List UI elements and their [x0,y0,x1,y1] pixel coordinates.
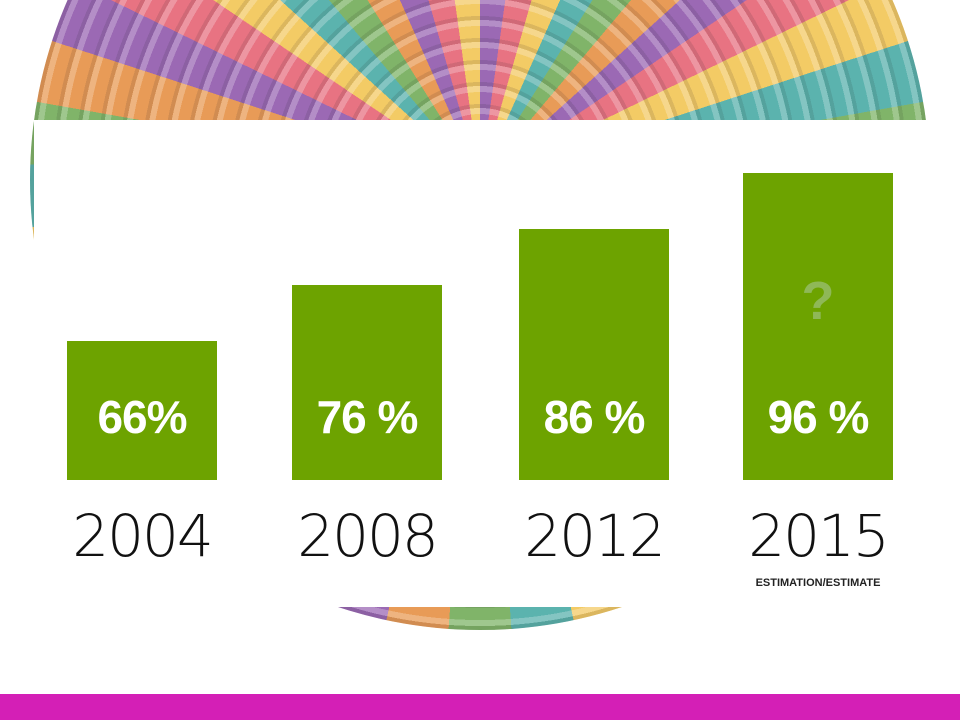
bottom-accent-bar [0,694,960,720]
estimate-question-mark: ? [801,271,835,331]
year-label-2012: 2012 [524,502,666,570]
estimate-note: ESTIMATION/ESTIMATE [755,577,881,589]
bar-2015 [743,173,893,480]
year-label-2015: 2015 [748,502,890,570]
bar-value-label-2012: 86 % [543,391,646,443]
year-label-2008: 2008 [297,502,439,570]
year-label-2004: 2004 [72,502,214,570]
bar-value-label-2008: 76 % [316,391,419,443]
bar-value-label-2015: 96 % [767,391,870,443]
bar-2004 [67,341,217,480]
bar-2012 [519,229,669,480]
bar-2008 [292,285,442,480]
bar-value-label-2004: 66% [97,391,187,443]
